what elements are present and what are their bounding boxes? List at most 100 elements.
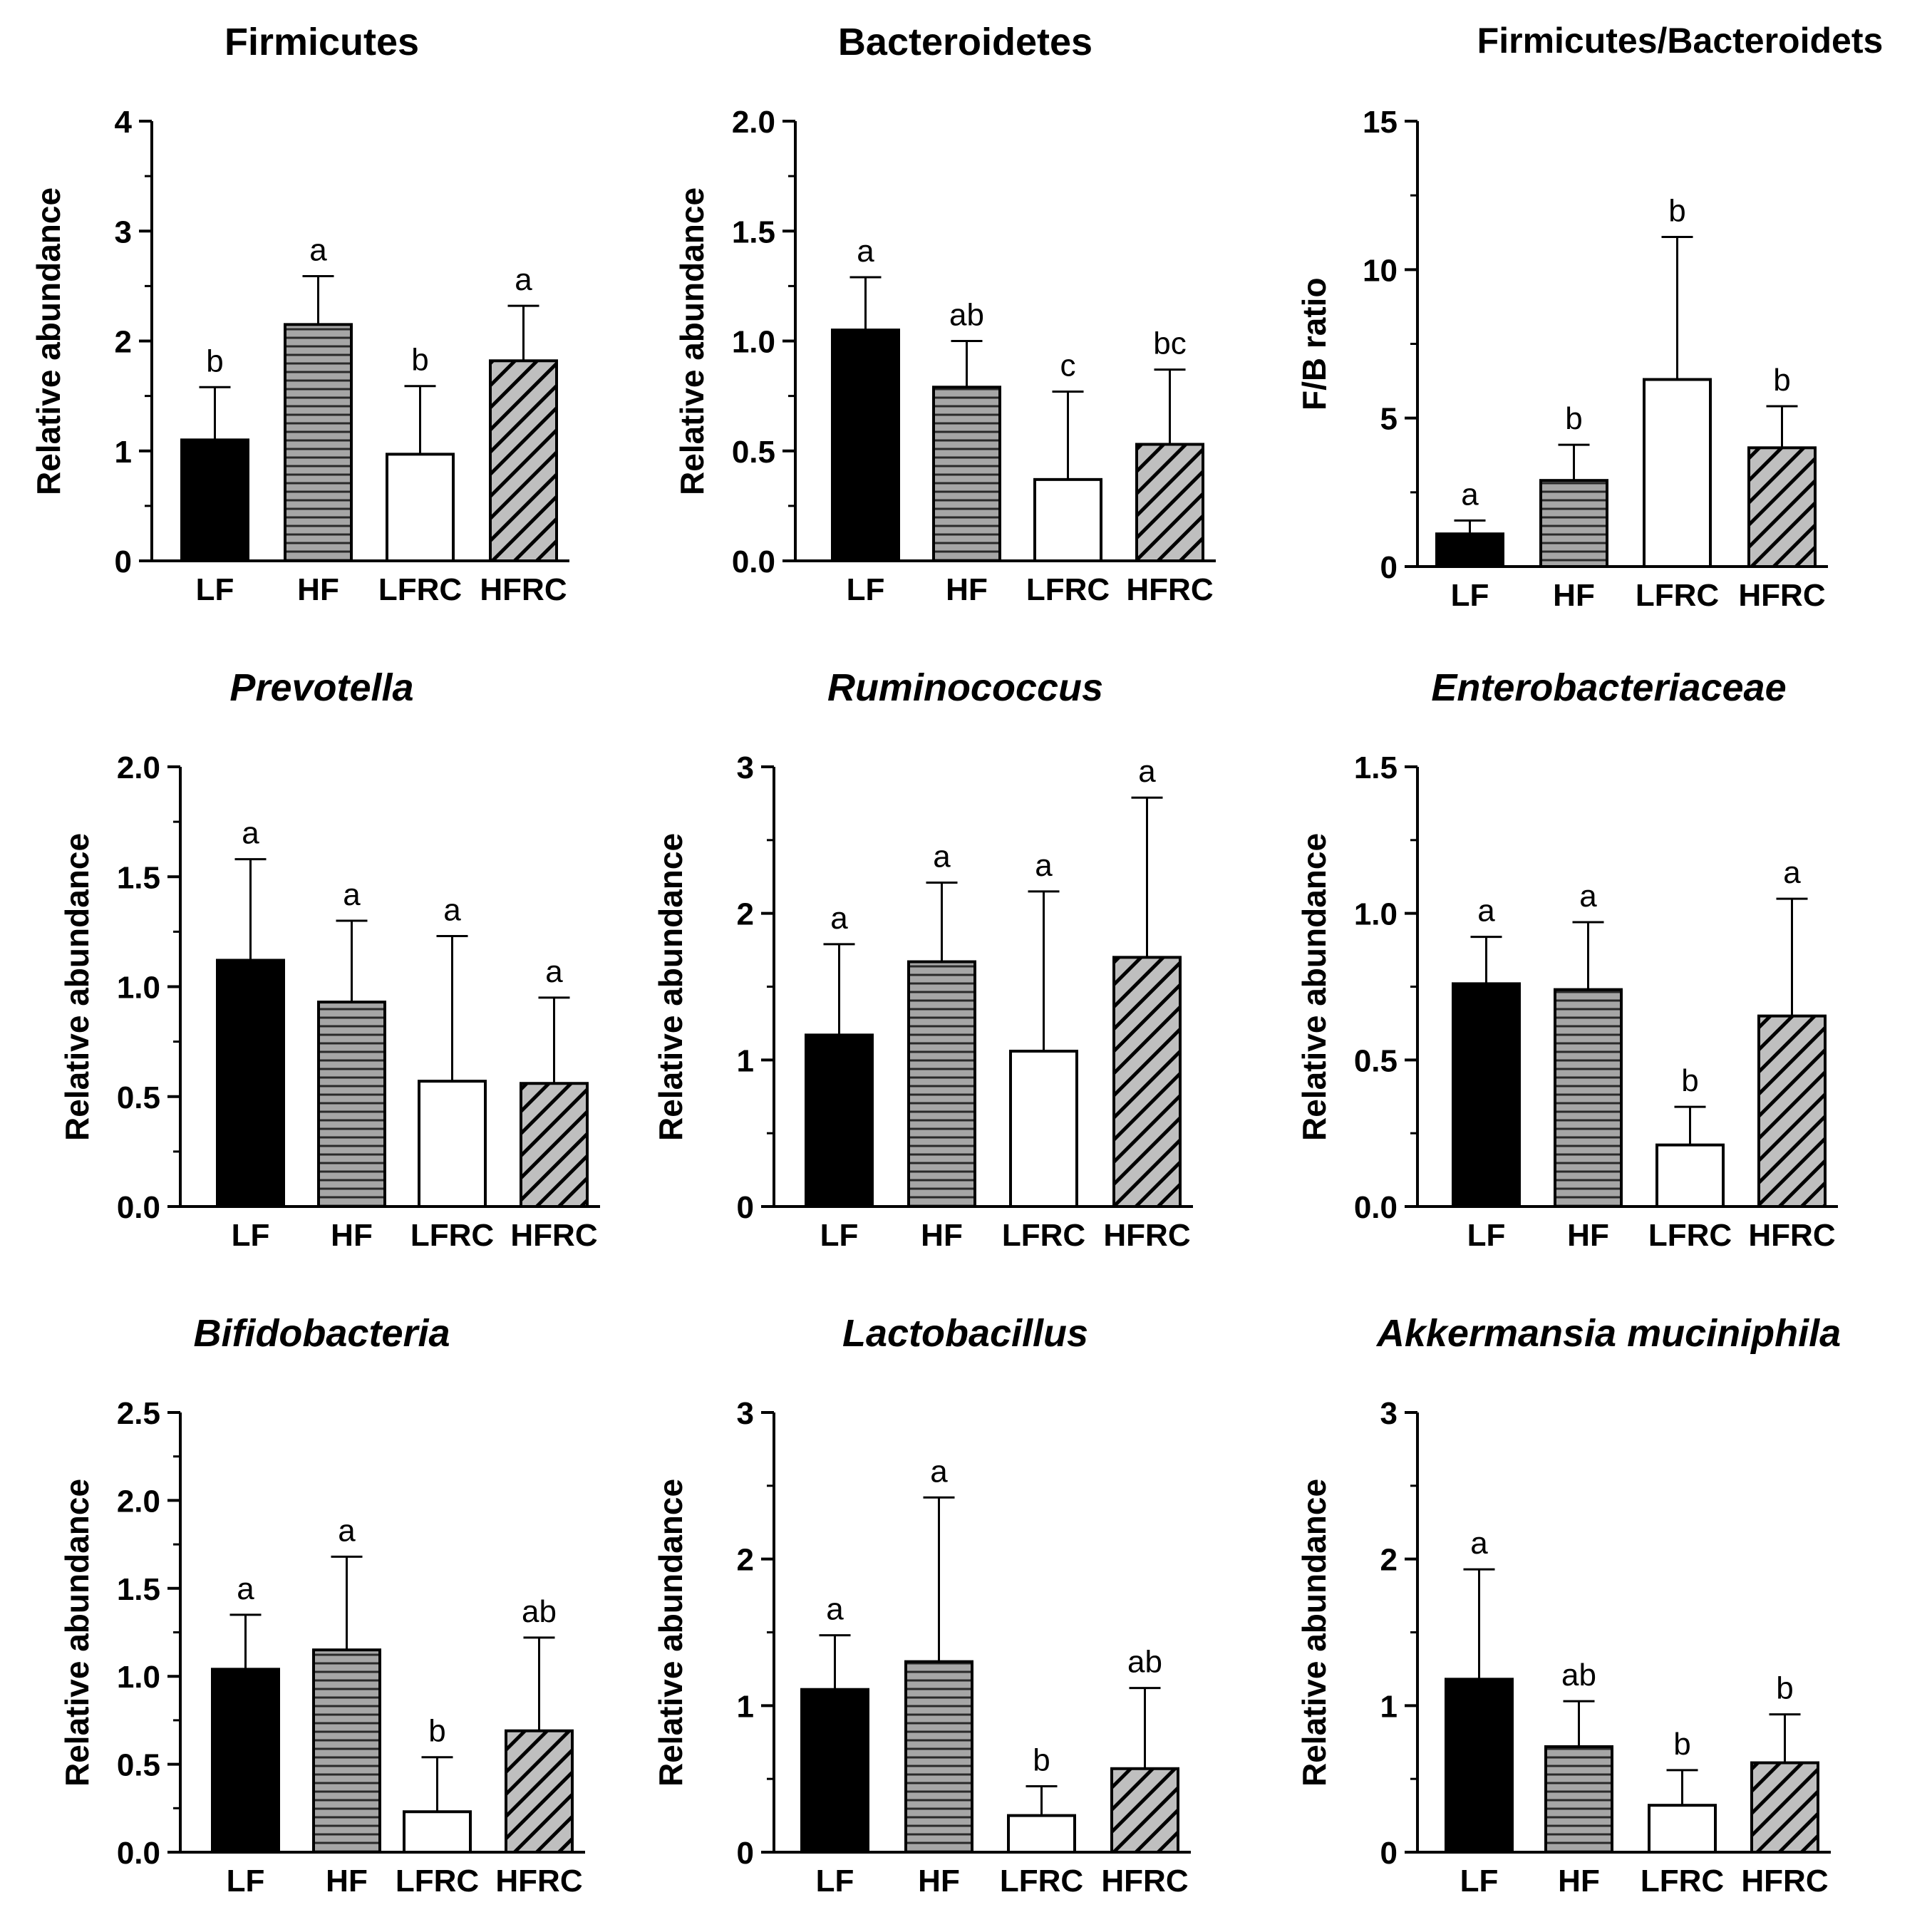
bar-hfrc — [1135, 443, 1204, 562]
y-tick-label: 5 — [1380, 402, 1398, 437]
significance-letter: bc — [1153, 326, 1186, 361]
panel-akkermansia: Akkermansia muciniphila Relative abundan… — [1287, 1291, 1931, 1932]
bar-lf — [216, 959, 285, 1208]
significance-letter: a — [309, 232, 327, 267]
chart-svg: 0.0 0.5 1.0 1.5 2.0 a LF ab HF c LFRC bc HFRC — [732, 105, 1216, 607]
bar-lf — [1435, 532, 1504, 569]
y-tick-label: 3 — [737, 750, 754, 785]
bar-lf — [211, 1668, 280, 1854]
y-tick-label: 1.5 — [117, 860, 160, 895]
y-tick-label: 2.5 — [117, 1396, 160, 1431]
x-tick-label: HFRC — [480, 572, 567, 607]
significance-letter: b — [1773, 363, 1790, 398]
significance-letter: ab — [949, 298, 984, 333]
significance-letter: a — [1035, 848, 1053, 883]
significance-letter: b — [1681, 1063, 1698, 1098]
y-tick-label: 0 — [115, 544, 132, 579]
y-tick-label: 0 — [1380, 1836, 1398, 1871]
y-tick-label: 3 — [737, 1396, 754, 1431]
chart-svg: 0 1 2 3 4 b LF a HF b LFRC a HFRC — [115, 105, 569, 607]
bar-hfrc — [520, 1082, 589, 1208]
x-tick-label: HFRC — [1101, 1864, 1188, 1899]
significance-letter: a — [343, 877, 361, 912]
bar-hf — [1544, 1745, 1613, 1854]
significance-letter: ab — [1127, 1645, 1162, 1680]
x-tick-label: LF — [227, 1864, 265, 1899]
significance-letter: b — [1673, 1727, 1690, 1762]
significance-letter: ab — [522, 1594, 557, 1629]
y-tick-label: 2.0 — [732, 105, 775, 140]
significance-letter: a — [1579, 879, 1597, 914]
x-tick-label: LFRC — [378, 572, 462, 607]
panel-title: Lactobacillus — [842, 1312, 1089, 1355]
x-tick-label: HFRC — [495, 1864, 582, 1899]
x-tick-label: HFRC — [1741, 1864, 1828, 1899]
bar-hf — [317, 1001, 386, 1208]
y-tick-label: 15 — [1363, 105, 1398, 140]
bar-hf — [312, 1648, 381, 1854]
bar-lf — [805, 1033, 874, 1208]
significance-letter: a — [443, 893, 461, 928]
panel-title: Bacteroidetes — [837, 21, 1093, 63]
x-tick-label: LFRC — [410, 1218, 494, 1253]
bar-hf — [932, 386, 1001, 562]
x-tick-label: HF — [331, 1218, 373, 1253]
y-tick-label: 1.5 — [117, 1572, 160, 1607]
significance-letter: a — [930, 1454, 948, 1489]
bar-lfrc — [403, 1810, 472, 1854]
x-tick-label: LF — [196, 572, 234, 607]
x-tick-label: LF — [1467, 1218, 1506, 1253]
y-tick-label: 0 — [1380, 550, 1398, 585]
bar-lfrc — [1655, 1143, 1725, 1208]
chart-svg: 0 1 2 3 a LF a HF b LFRC ab HFRC — [737, 1396, 1191, 1899]
significance-letter: b — [206, 343, 223, 378]
x-tick-label: LFRC — [396, 1864, 479, 1899]
chart-svg: 0.0 0.5 1.0 1.5 a LF a HF b LFRC a HFRC — [1354, 750, 1838, 1253]
x-tick-label: HF — [918, 1864, 960, 1899]
y-tick-label: 1 — [737, 1689, 754, 1724]
y-tick-label: 1 — [1380, 1689, 1398, 1724]
bar-lfrc — [1009, 1049, 1078, 1209]
chart-svg: 0.0 0.5 1.0 1.5 2.0 a LF a HF a LFRC a HFRC — [117, 750, 600, 1253]
bar-hfrc — [505, 1729, 574, 1854]
y-tick-label: 1.0 — [1354, 897, 1398, 932]
chart-svg: 0.0 0.5 1.0 1.5 2.0 2.5 a LF a HF b LFRC ab HFRC — [117, 1396, 585, 1899]
significance-letter: a — [1461, 477, 1479, 512]
y-tick-label: 4 — [115, 105, 133, 140]
y-tick-label: 1.5 — [732, 215, 775, 249]
y-tick-label: 0.0 — [117, 1190, 160, 1225]
chart-svg: 0 1 2 3 a LF a HF a LFRC a HFRC — [737, 750, 1193, 1253]
panel-title: Akkermansia muciniphila — [1376, 1312, 1841, 1355]
bar-lf — [800, 1688, 869, 1854]
x-tick-label: HF — [921, 1218, 963, 1253]
significance-letter: a — [826, 1592, 844, 1627]
x-tick-label: LF — [847, 572, 885, 607]
x-tick-label: LFRC — [1641, 1864, 1724, 1899]
significance-letter: b — [428, 1714, 445, 1749]
bar-hfrc — [1112, 956, 1182, 1208]
y-tick-label: 2 — [115, 325, 132, 360]
x-tick-label: HFRC — [1103, 1218, 1190, 1253]
y-tick-label: 1 — [737, 1043, 754, 1078]
y-tick-label: 0.5 — [117, 1080, 160, 1115]
x-tick-label: LFRC — [1026, 572, 1110, 607]
chart-svg: 0 5 10 15 a LF b HF b LFRC b HFRC — [1363, 105, 1828, 613]
panel-bacteroidetes: Bacteroidetes Relative abundance 0.0 0.5 1… — [644, 0, 1287, 641]
bar-hfrc — [1750, 1761, 1819, 1854]
bar-lfrc — [418, 1080, 487, 1209]
x-tick-label: HFRC — [1748, 1218, 1835, 1253]
x-tick-label: LFRC — [1002, 1218, 1085, 1253]
bar-hf — [284, 323, 353, 562]
significance-letter: b — [1565, 401, 1582, 436]
y-tick-label: 3 — [115, 215, 132, 249]
significance-letter: a — [545, 954, 563, 989]
significance-letter: a — [1138, 754, 1156, 789]
y-tick-label: 2.0 — [117, 1484, 160, 1519]
y-tick-label: 0.0 — [1354, 1190, 1398, 1225]
bar-hfrc — [1110, 1767, 1179, 1854]
bar-lfrc — [1033, 477, 1102, 562]
y-tick-label: 0 — [737, 1190, 754, 1225]
panel-title: Firmicutes/Bacteroidets — [1477, 21, 1884, 61]
y-tick-label: 2.0 — [117, 750, 160, 785]
